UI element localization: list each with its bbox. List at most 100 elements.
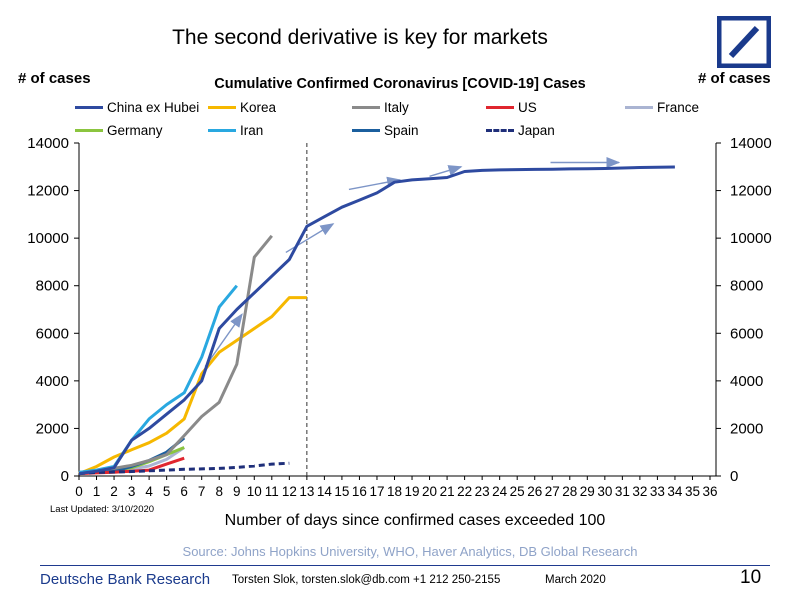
x-tick-label: 9 [233, 484, 241, 499]
legend-label: France [657, 100, 700, 115]
x-tick-label: 20 [422, 484, 437, 499]
legend-swatch [75, 129, 103, 132]
y-tick-label-left: 12000 [27, 183, 69, 200]
x-tick-label: 35 [685, 484, 700, 499]
legend-label: Spain [384, 123, 419, 138]
x-tick-label: 12 [282, 484, 297, 499]
legend-label: Korea [240, 100, 277, 115]
x-tick-label: 0 [75, 484, 83, 499]
footer-brand: Deutsche Bank Research [40, 571, 211, 588]
x-tick-label: 25 [510, 484, 525, 499]
x-tick-label: 28 [562, 484, 577, 499]
y-tick-label-right: 14000 [730, 135, 772, 152]
legend-label: Japan [518, 123, 555, 138]
x-tick-label: 18 [387, 484, 402, 499]
x-tick-label: 36 [702, 484, 717, 499]
trend-arrow-icon [204, 313, 243, 367]
x-tick-label: 31 [615, 484, 630, 499]
x-tick-label: 13 [299, 484, 314, 499]
x-tick-label: 1 [93, 484, 101, 499]
right-axis-unit: # of cases [698, 70, 771, 87]
y-tick-label-left: 0 [61, 468, 69, 485]
legend-item-spain: Spain [352, 123, 419, 138]
trend-arrow-icon [348, 176, 402, 191]
legend-swatch [208, 129, 236, 132]
legend-item-italy: Italy [352, 100, 409, 115]
left-axis-unit: # of cases [18, 70, 91, 87]
legend-swatch [486, 106, 514, 109]
y-tick-label-right: 4000 [730, 373, 763, 390]
legend-item-iran: Iran [208, 123, 263, 138]
y-tick-label-right: 0 [730, 468, 738, 485]
x-tick-label: 15 [334, 484, 349, 499]
y-tick-label-left: 2000 [36, 420, 69, 437]
y-tick-label-right: 2000 [730, 420, 763, 437]
footer-divider [40, 565, 770, 566]
legend-label: Germany [107, 123, 163, 138]
y-tick-label-left: 14000 [27, 135, 69, 152]
x-tick-label: 19 [405, 484, 420, 499]
legend-item-china-ex-hubei: China ex Hubei [75, 100, 199, 115]
legend-swatch [208, 106, 236, 109]
series-line-korea [78, 296, 307, 475]
x-tick-label: 23 [475, 484, 490, 499]
y-tick-label-left: 6000 [36, 325, 69, 342]
x-tick-label: 5 [163, 484, 171, 499]
legend-swatch [625, 106, 653, 109]
x-tick-label: 22 [457, 484, 472, 499]
trend-arrow-icon [285, 223, 335, 254]
x-axis-label: Number of days since confirmed cases exc… [224, 512, 606, 529]
x-tick-label: 3 [128, 484, 136, 499]
y-tick-label-right: 8000 [730, 278, 763, 295]
legend-swatch [352, 106, 380, 109]
x-tick-label: 33 [650, 484, 665, 499]
legend-swatch [486, 129, 514, 132]
x-tick-label: 30 [597, 484, 612, 499]
legend-item-japan: Japan [486, 123, 555, 138]
x-tick-label: 32 [632, 484, 647, 499]
legend-label: Iran [240, 123, 264, 138]
y-tick-label-right: 6000 [730, 325, 763, 342]
legend-item-us: US [486, 100, 537, 115]
legend-swatch [352, 129, 380, 132]
trend-arrow-icon [429, 165, 463, 177]
series-line-china-ex-hubei [78, 165, 675, 476]
x-tick-label: 16 [352, 484, 367, 499]
x-tick-label: 21 [440, 484, 455, 499]
last-updated-note: Last Updated: 3/10/2020 [50, 504, 155, 515]
page-headline: The second derivative is key for markets [172, 26, 548, 49]
x-tick-label: 10 [247, 484, 262, 499]
source-note: Source: Johns Hopkins University, WHO, H… [182, 544, 638, 559]
x-tick-label: 6 [180, 484, 188, 499]
legend-swatch [75, 106, 103, 109]
y-tick-label-right: 10000 [730, 230, 772, 247]
legend-item-germany: Germany [75, 123, 163, 138]
y-tick-label-right: 12000 [730, 183, 772, 200]
y-tick-label-left: 4000 [36, 373, 69, 390]
footer-contact: Torsten Slok, torsten.slok@db.com +1 212… [232, 574, 501, 586]
x-tick-label: 24 [492, 484, 508, 499]
x-tick-label: 34 [667, 484, 683, 499]
y-tick-label-left: 8000 [36, 278, 69, 295]
page-number: 10 [740, 567, 762, 588]
deutsche-bank-logo-icon [717, 16, 771, 68]
x-tick-label: 7 [198, 484, 206, 499]
series-line-japan [78, 461, 290, 476]
x-tick-label: 4 [145, 484, 153, 499]
x-tick-label: 14 [317, 484, 333, 499]
series-line-italy [78, 234, 273, 474]
chart-title: Cumulative Confirmed Coronavirus [COVID-… [214, 76, 586, 92]
x-tick-label: 11 [265, 484, 279, 499]
legend-label: Italy [384, 100, 409, 115]
x-tick-label: 29 [580, 484, 595, 499]
series-line-iran [78, 284, 238, 474]
legend-label: China ex Hubei [107, 100, 200, 115]
x-tick-label: 2 [110, 484, 118, 499]
footer-date: March 2020 [545, 574, 606, 586]
legend-item-france: France [625, 100, 699, 115]
x-tick-label: 27 [545, 484, 560, 499]
x-tick-label: 26 [527, 484, 542, 499]
x-tick-label: 17 [369, 484, 384, 499]
y-tick-label-left: 10000 [27, 230, 69, 247]
